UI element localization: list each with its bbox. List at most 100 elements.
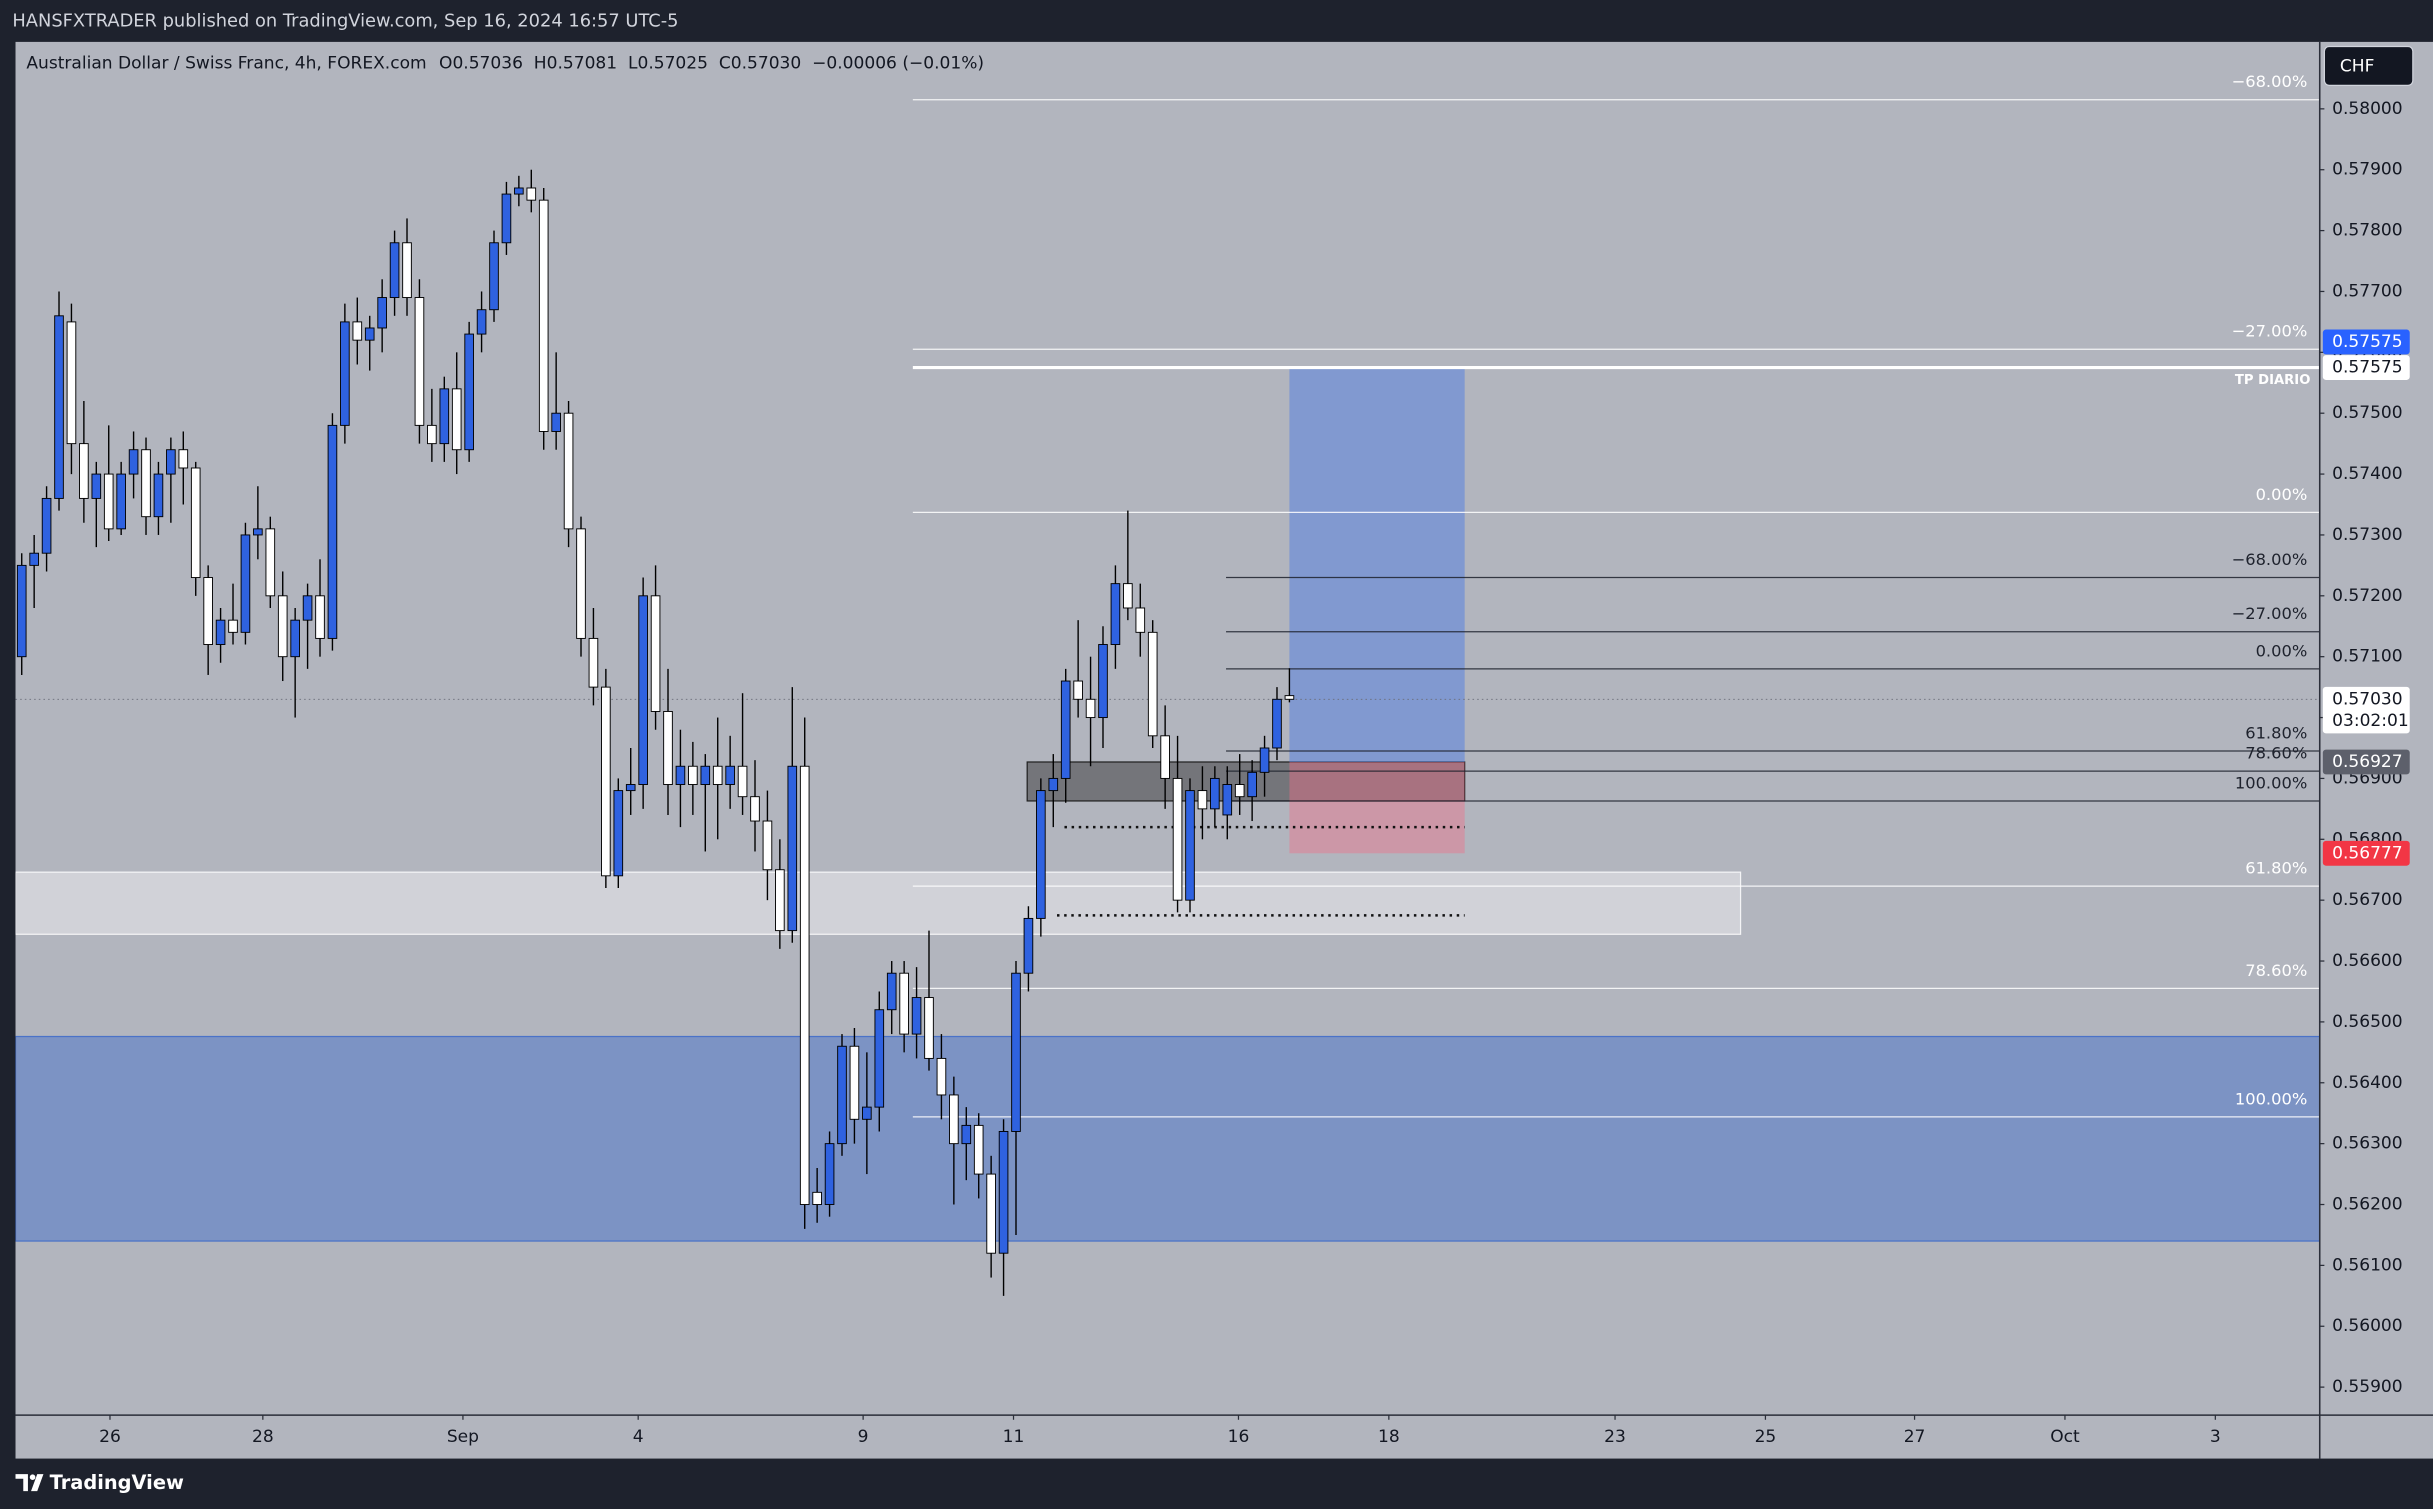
candle-body: [16, 564, 27, 658]
fib-label: 0.00%: [2256, 641, 2308, 660]
x-tick-label: 16: [1228, 1427, 1250, 1447]
price-badge: [2322, 749, 2410, 775]
candle-body: [762, 820, 773, 871]
candle-body: [352, 321, 363, 341]
price-badge-label: 0.57575: [2332, 358, 2402, 378]
candle-body: [514, 187, 524, 195]
candle-body: [1098, 644, 1108, 719]
candle-body: [849, 1045, 860, 1120]
candle-body: [1210, 777, 1220, 810]
candle-body: [1160, 735, 1170, 779]
candle-body: [576, 528, 586, 639]
y-tick-label: 0.57800: [2332, 221, 2402, 241]
candle-body: [1135, 607, 1146, 633]
y-tick-label: 0.57100: [2332, 647, 2402, 667]
candle-body: [1147, 631, 1158, 737]
candle-body: [203, 577, 213, 645]
candle-body: [563, 412, 574, 530]
candle-body: [899, 972, 909, 1035]
candle-body: [1259, 747, 1270, 773]
candle-body: [153, 473, 164, 518]
candle-body: [66, 321, 77, 445]
y-tick-label: 0.55900: [2332, 1377, 2402, 1397]
close-value: C0.57030: [719, 54, 801, 74]
candle-body: [1110, 583, 1121, 645]
x-tick-label: 28: [252, 1427, 274, 1447]
candle-body: [302, 595, 313, 621]
candle-body: [886, 972, 897, 1011]
candle-body: [1234, 784, 1245, 798]
x-tick-label: Oct: [2050, 1427, 2080, 1447]
candle-body: [439, 388, 450, 445]
candle-body: [1036, 790, 1046, 919]
x-tick-label: 4: [633, 1427, 644, 1447]
candle-body: [1172, 777, 1183, 901]
candle-body: [712, 765, 723, 785]
y-tick-label: 0.57200: [2332, 586, 2402, 606]
fib-label: −68.00%: [2232, 550, 2308, 569]
y-tick-label: 0.56600: [2332, 951, 2402, 971]
candle-body: [476, 309, 487, 335]
position-target: [1289, 367, 1465, 762]
candle-body: [1284, 695, 1295, 700]
candle-body: [799, 765, 810, 1205]
candle-body: [924, 997, 934, 1059]
candle-body: [551, 412, 561, 432]
candle-body: [128, 449, 139, 475]
candle-body: [538, 199, 549, 432]
candle-body: [650, 595, 661, 712]
change-value: −0.00006 (−0.01%): [812, 54, 984, 74]
candle-body: [837, 1045, 847, 1145]
candle-body: [79, 443, 89, 499]
candle-body: [253, 528, 263, 536]
price-badge-label: 0.56927: [2332, 752, 2402, 772]
brand-logo[interactable]: [15, 1474, 44, 1492]
candle-body: [1085, 698, 1096, 719]
fib-label: 78.60%: [2245, 744, 2307, 763]
candle-body: [862, 1106, 872, 1120]
countdown-label: 03:02:01: [2332, 711, 2409, 731]
x-tick-label: 3: [2210, 1427, 2221, 1447]
fib-label: 0.00%: [2256, 485, 2308, 504]
candle-body: [750, 796, 760, 822]
candle-body: [949, 1094, 959, 1145]
candle-body: [265, 528, 276, 597]
zone: [1026, 761, 1466, 802]
x-tick-label: Sep: [447, 1427, 479, 1447]
brand-logo-dot[interactable]: [29, 1474, 36, 1480]
candle-body: [178, 449, 189, 469]
candle-body: [824, 1143, 835, 1205]
x-tick-label: 23: [1604, 1427, 1626, 1447]
price-badge: [2322, 329, 2410, 355]
price-badge: [2322, 355, 2410, 380]
fib-label: −27.00%: [2232, 604, 2308, 623]
y-tick-label: 0.57300: [2332, 525, 2402, 545]
y-tick-label: 0.56400: [2332, 1073, 2402, 1093]
candle-body: [315, 595, 325, 639]
candle-body: [1272, 698, 1282, 749]
currency-button-bg[interactable]: [2323, 45, 2414, 86]
candle-body: [451, 388, 462, 451]
position-stop: [1289, 761, 1465, 854]
currency-button-label[interactable]: CHF: [2340, 57, 2375, 77]
candle-body: [1123, 583, 1133, 609]
candle-body: [961, 1124, 972, 1145]
candle-body: [427, 424, 437, 445]
candle-body: [663, 711, 673, 785]
fib-label: 61.80%: [2245, 859, 2307, 878]
chart-background: [15, 41, 2433, 1459]
fib-label: 78.60%: [2245, 961, 2307, 980]
currency-button[interactable]: CHF: [2323, 45, 2414, 86]
brand[interactable]: TradingView: [15, 1471, 184, 1494]
y-tick-label: 0.56700: [2332, 890, 2402, 910]
candle-body: [1048, 777, 1059, 792]
candle-body: [700, 765, 711, 785]
candle-body: [588, 637, 599, 688]
candle-body: [327, 424, 338, 639]
x-tick-label: 27: [1904, 1427, 1926, 1447]
brand-name[interactable]: TradingView: [50, 1471, 184, 1494]
candle-body: [389, 242, 400, 299]
candle-body: [1197, 790, 1208, 810]
candle-body: [1185, 790, 1195, 901]
